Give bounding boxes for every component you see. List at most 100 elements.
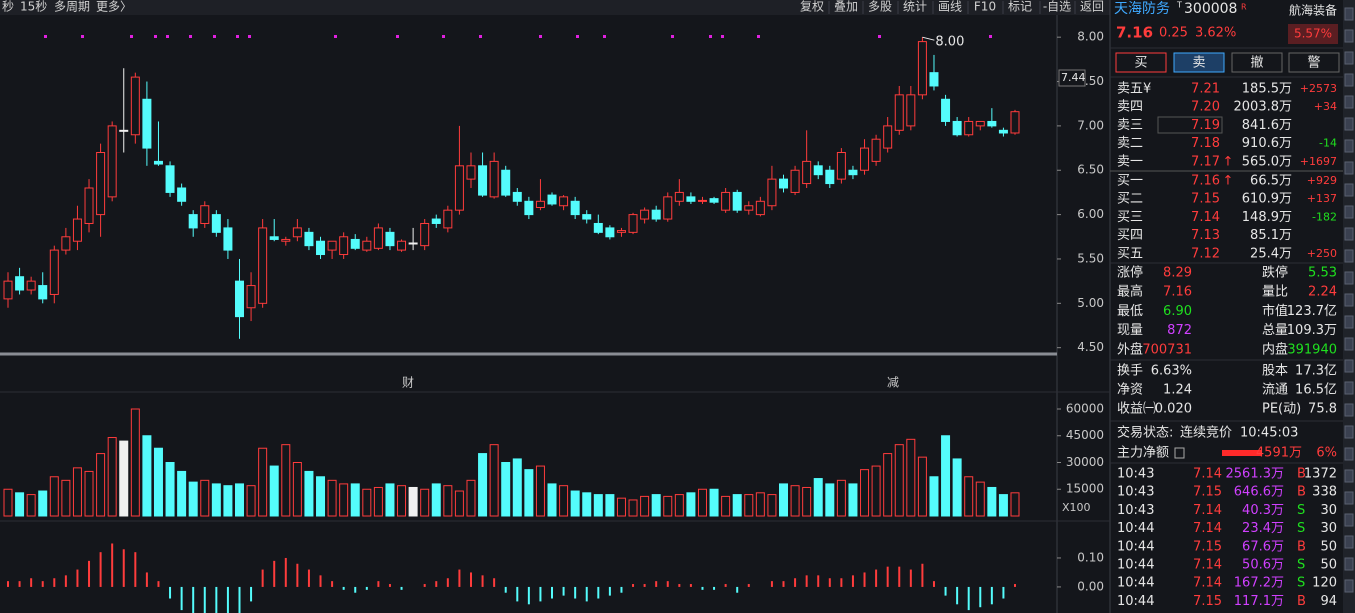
candle-body	[96, 152, 106, 216]
book-delta: -182	[1312, 210, 1337, 223]
toolbar-bg	[0, 0, 1110, 15]
candle-body	[153, 160, 163, 165]
book-label: 卖三	[1117, 118, 1143, 133]
volume-bar	[1010, 492, 1020, 517]
toolbar-button[interactable]: 标记	[1008, 0, 1032, 14]
order-button-bg[interactable]	[1231, 52, 1283, 73]
candle-body	[744, 205, 754, 211]
trade-time: 10:44	[1117, 576, 1154, 591]
y-tick-label: 7.00	[1077, 118, 1104, 132]
book-price: 7.16	[1191, 174, 1220, 189]
candle-body	[871, 138, 881, 162]
candle-body	[200, 205, 210, 224]
side-icons	[1344, 7, 1354, 593]
candle-body	[709, 198, 719, 203]
y-tick-label: 30000	[1066, 455, 1104, 469]
volume-bar	[883, 453, 893, 517]
marker: 减	[887, 376, 899, 390]
candle-body	[234, 280, 244, 318]
candle-body	[142, 98, 152, 149]
trade-price: 7.15	[1193, 485, 1222, 500]
book-volume: 66.5万	[1250, 174, 1292, 189]
order-button-bg[interactable]	[1288, 52, 1340, 73]
stat-value: 6.90	[1163, 304, 1192, 319]
order-button[interactable]: 警	[1307, 55, 1320, 71]
candle-body	[755, 200, 765, 216]
trade-volume: 50	[1320, 558, 1337, 573]
volume-bar	[535, 465, 545, 517]
toolbar-button[interactable]: 叠加	[834, 0, 858, 14]
toolbar-button[interactable]: F10	[974, 0, 996, 14]
candle-body	[15, 276, 25, 291]
candle-body	[211, 214, 221, 233]
side-icon	[1344, 359, 1354, 373]
toolbar-button[interactable]: 统计	[903, 0, 927, 14]
order-button[interactable]: 撤	[1250, 55, 1263, 71]
book-price: 7.18	[1191, 136, 1220, 151]
volume-bar	[628, 499, 638, 517]
trade-price: 7.15	[1193, 594, 1222, 609]
order-button[interactable]: 买	[1134, 56, 1147, 71]
fund-value: 0.020	[1155, 402, 1192, 417]
volume-bar	[478, 453, 488, 517]
event-dot	[396, 35, 399, 38]
candle-body	[547, 194, 557, 205]
trade-time: 10:44	[1117, 521, 1154, 536]
candle-body	[454, 165, 464, 211]
unit-label: X100	[1062, 501, 1091, 514]
y-tick-label: 5.50	[1077, 251, 1104, 265]
event-dot	[671, 35, 674, 38]
candle-body	[767, 178, 777, 207]
stat-label: 量比	[1262, 285, 1288, 300]
order-button-bg[interactable]	[1115, 52, 1167, 73]
trade-price: 7.14	[1193, 467, 1222, 482]
order-button-bg[interactable]	[1173, 52, 1225, 73]
highlight-box	[1157, 116, 1223, 134]
toolbar-button[interactable]: -自选	[1043, 0, 1071, 14]
stat-label: 最低	[1117, 304, 1143, 319]
y-tick-label: 45000	[1066, 428, 1104, 442]
candle-body	[663, 196, 673, 220]
toolbar-button[interactable]: 复权	[800, 0, 824, 14]
volume-bar	[663, 495, 673, 517]
candle-body	[373, 227, 383, 249]
volume-bar	[177, 470, 187, 517]
volume-bar	[165, 461, 175, 517]
volume-bar	[813, 478, 823, 517]
volume-bar	[142, 435, 152, 517]
candle-body	[385, 231, 395, 247]
volume-bar	[292, 461, 302, 517]
book-price: 7.21	[1191, 82, 1220, 97]
toolbar-button[interactable]: 画线	[938, 0, 962, 14]
candle-body	[304, 231, 314, 247]
candle-body	[964, 120, 974, 136]
trade-side: B	[1297, 467, 1306, 482]
fund-label: 净资	[1117, 383, 1143, 398]
candle-body	[616, 230, 626, 233]
volume-bar	[72, 467, 82, 517]
fund-label: PE(动)	[1262, 402, 1301, 417]
side-icon	[1344, 73, 1354, 87]
peak-label: 8.00	[935, 35, 964, 50]
trade-time: 10:43	[1117, 485, 1154, 500]
side-icon	[1344, 579, 1354, 593]
candle-body	[188, 214, 198, 229]
candle-body	[883, 125, 893, 149]
toolbar-button[interactable]: 返回	[1080, 0, 1104, 14]
sector-pct-bg	[1288, 24, 1338, 44]
volume-bar	[779, 483, 789, 517]
candle-body	[72, 218, 82, 242]
change: 0.25	[1159, 26, 1188, 41]
price: 7.16	[1116, 24, 1153, 42]
stat-label: 最高	[1117, 284, 1143, 300]
fund-label: 流通	[1262, 383, 1288, 398]
trade-volume: 30	[1320, 521, 1337, 536]
status-time: 10:45:03	[1240, 426, 1298, 441]
toolbar-button[interactable]: 多股	[868, 0, 892, 14]
candle-body	[512, 191, 522, 202]
trade-side: S	[1297, 521, 1305, 536]
candle-body	[651, 209, 661, 220]
volume-bar	[651, 494, 661, 517]
order-button[interactable]: 卖	[1192, 56, 1205, 71]
